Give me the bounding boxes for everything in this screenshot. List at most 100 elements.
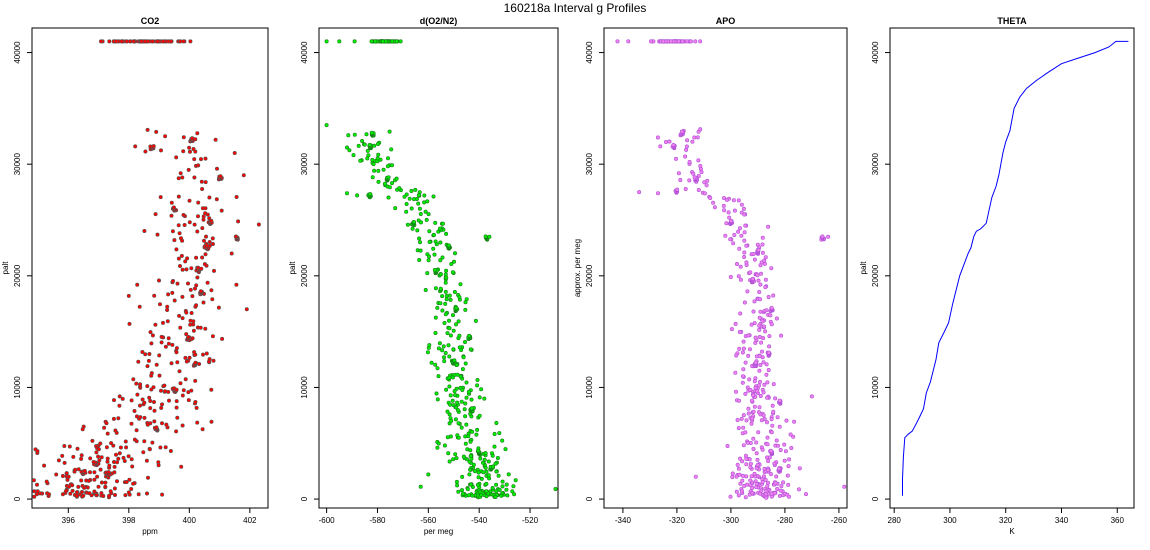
data-point [417,206,422,211]
data-point [370,158,375,163]
data-point [169,39,174,44]
data-point [154,129,159,134]
data-point [170,229,175,234]
data-point [679,129,684,134]
data-point [133,144,138,149]
data-point [782,458,787,463]
data-point [234,282,239,287]
data-point [200,427,205,432]
data-point [698,39,703,44]
data-point [376,168,381,173]
data-point [156,463,161,468]
data-point [376,152,381,157]
data-point [741,339,746,344]
data-point [382,181,387,186]
data-point [443,280,448,285]
data-point [667,139,672,144]
data-point [455,408,460,413]
data-point [772,491,777,496]
data-point [704,183,709,188]
data-point [236,219,241,224]
data-point [219,208,224,213]
data-point [172,238,177,243]
data-point [127,477,132,482]
data-point [615,39,620,44]
data-point [448,297,453,302]
data-point [763,477,768,482]
data-point [105,431,110,436]
data-point [88,470,93,475]
data-point [453,417,458,422]
data-point [479,476,484,481]
data-point [144,458,149,463]
data-point [753,340,758,345]
data-point [150,440,155,445]
data-point [763,329,768,334]
data-point [493,494,498,499]
data-point [748,478,753,483]
data-point [386,195,391,200]
data-point [796,487,801,492]
data-point [766,468,771,473]
data-point [741,413,746,418]
data-point [744,243,749,248]
data-point [456,435,461,440]
data-point [324,39,329,44]
data-point [495,455,500,460]
data-point [153,322,158,327]
data-point [771,293,776,298]
data-point [723,233,728,238]
data-point [184,359,189,364]
data-point [469,406,474,411]
x-tick-label: -560 [420,516,437,525]
data-point [734,489,739,494]
y-tick-label: 0 [13,496,22,501]
data-point [477,413,482,418]
data-point [764,489,769,494]
data-point [425,350,430,355]
data-point [438,301,443,306]
x-tick-label: 360 [1111,516,1125,525]
data-point [484,481,489,486]
data-point [466,493,471,498]
data-point [494,489,499,494]
data-point [220,336,225,341]
data-point [486,473,491,478]
data-point [512,492,517,497]
data-point [203,156,208,161]
data-point [218,174,223,179]
data-point [407,196,412,201]
data-point [750,276,755,281]
data-point [150,39,155,44]
data-point [148,406,153,411]
data-point [244,307,249,312]
data-point [778,447,783,452]
data-point [136,492,141,497]
data-point [463,441,468,446]
data-point [203,211,208,216]
data-point [737,346,742,351]
data-point [146,358,151,363]
data-point [764,495,769,500]
data-point [738,264,743,269]
data-point [738,277,743,282]
data-point [44,479,49,484]
data-point [447,412,452,417]
data-point [113,428,118,433]
data-point [765,435,770,440]
data-point [443,350,448,355]
data-point [757,354,762,359]
data-point [453,322,458,327]
data-point [101,493,106,498]
data-point [158,302,163,307]
data-point [169,213,174,218]
data-point [478,456,483,461]
data-point [196,214,201,219]
data-point [503,447,508,452]
data-point [431,194,436,199]
data-point [174,247,179,252]
x-tick-label: 398 [122,516,136,525]
data-point [123,439,128,444]
data-point [203,206,208,211]
